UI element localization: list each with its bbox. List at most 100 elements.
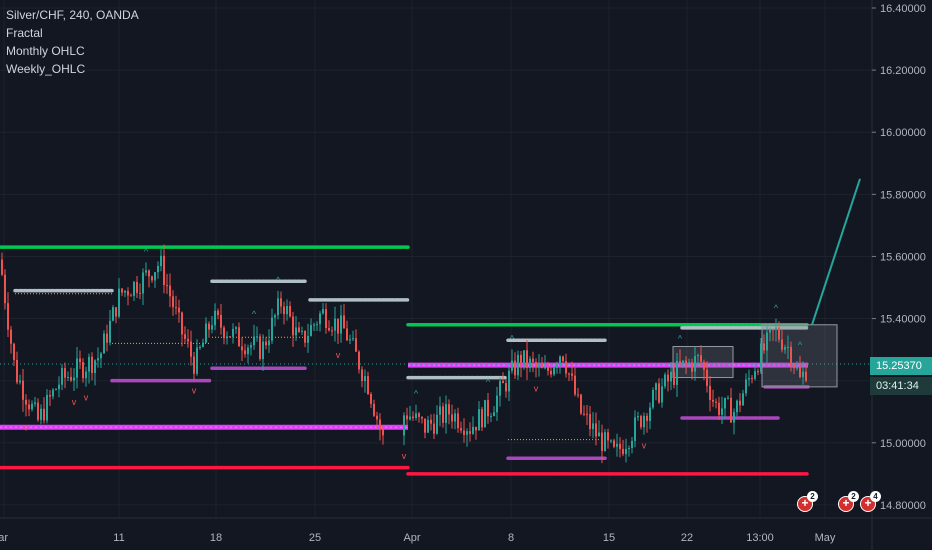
candle-body: [274, 315, 276, 318]
candle-body: [502, 381, 504, 384]
candle-body: [748, 378, 750, 380]
candle-body: [379, 419, 381, 430]
candle-body: [130, 295, 132, 297]
candle-body: [7, 303, 9, 330]
candle-body: [265, 341, 267, 346]
candle-body: [424, 418, 426, 433]
candle-body: [295, 327, 297, 336]
x-tick-label: 22: [681, 532, 693, 544]
candle-body: [517, 354, 519, 376]
candle-body: [487, 400, 489, 417]
candle-body: [751, 378, 753, 380]
candle-body: [451, 414, 453, 422]
candle-body: [4, 274, 6, 304]
candle-body: [757, 371, 759, 373]
indicator-fractal[interactable]: Fractal: [6, 26, 43, 40]
symbol-title[interactable]: Silver/CHF, 240, OANDA: [6, 8, 139, 22]
candle-body: [289, 305, 291, 317]
candle-body: [550, 370, 552, 375]
candle-body: [595, 423, 597, 437]
candle-body: [370, 393, 372, 404]
candle-body: [142, 272, 144, 294]
forecast-trendline[interactable]: [811, 178, 861, 326]
candle-body: [211, 325, 213, 330]
candle-body: [433, 423, 435, 434]
fractal-up: ^: [276, 275, 281, 285]
candle-body: [406, 415, 408, 420]
candle-body: [526, 350, 528, 368]
candle-body: [610, 440, 612, 442]
candle-body: [634, 417, 636, 441]
candle-body: [262, 341, 264, 360]
candle-body: [226, 336, 228, 339]
candle-body: [19, 380, 21, 383]
candle-body: [583, 413, 585, 415]
candle-body: [661, 386, 663, 403]
candle-body: [622, 448, 624, 455]
bar-countdown-tag: 03:41:34: [870, 377, 932, 395]
candle-body: [328, 328, 330, 331]
candle-body: [16, 359, 18, 383]
candle-body: [172, 296, 174, 308]
candle-body: [556, 365, 558, 368]
forecast-line[interactable]: [811, 178, 861, 326]
candle-body: [415, 413, 417, 419]
candle-body: [457, 413, 459, 429]
candle-body: [157, 266, 159, 273]
candle-body: [187, 338, 189, 342]
candle-body: [343, 315, 345, 329]
candle-body: [607, 432, 609, 441]
candle-body: [49, 394, 51, 397]
candle-body: [76, 358, 78, 378]
x-tick-label: 8: [508, 532, 514, 544]
indicator-monthly-ohlc[interactable]: Monthly OHLC: [6, 44, 85, 58]
candle-body: [34, 402, 36, 404]
fractal-down: v: [84, 393, 89, 403]
candle-body: [694, 356, 696, 372]
candle-body: [148, 270, 150, 277]
candle-body: [70, 376, 72, 381]
candle-body: [646, 415, 648, 421]
candle-body: [178, 307, 180, 313]
candle-body: [505, 383, 507, 392]
candle-body: [787, 346, 789, 348]
candle-body: [709, 385, 711, 400]
candle-body: [760, 343, 762, 372]
fractal-down: v: [642, 441, 647, 451]
candle-body: [529, 358, 531, 368]
event-badge-3[interactable]: + 4: [860, 491, 881, 512]
indicator-weekly-ohlc[interactable]: Weekly_OHLC: [6, 62, 86, 76]
candle-body: [448, 404, 450, 415]
candle-body: [547, 367, 549, 371]
candle-body: [25, 399, 27, 405]
candle-body: [436, 414, 438, 434]
candle-body: [43, 408, 45, 421]
candle-body: [493, 412, 495, 416]
candle-body: [355, 338, 357, 352]
candle-body: [754, 371, 756, 379]
event-count: 4: [870, 491, 881, 502]
candle-body: [73, 377, 75, 381]
candle-body: [565, 361, 567, 374]
candle-body: [559, 356, 561, 366]
candle-body: [361, 369, 363, 382]
candle-body: [277, 298, 279, 316]
candle-body: [259, 336, 261, 360]
candle-body: [778, 327, 780, 340]
candle-body: [664, 374, 666, 387]
event-badge-1[interactable]: + 2: [797, 491, 818, 512]
candle-body: [730, 397, 732, 423]
candle-body: [697, 355, 699, 357]
candle-body: [466, 431, 468, 435]
candle-body: [103, 333, 105, 354]
candle-body: [676, 360, 678, 385]
candle-body: [310, 325, 312, 336]
candle-body: [256, 336, 258, 338]
fractal-up: ^: [678, 333, 683, 343]
event-badge-2[interactable]: + 2: [838, 491, 859, 512]
candle-body: [64, 368, 66, 378]
candle-body: [118, 288, 120, 317]
x-tick-label: ar: [0, 532, 8, 544]
candle-body: [136, 281, 138, 293]
